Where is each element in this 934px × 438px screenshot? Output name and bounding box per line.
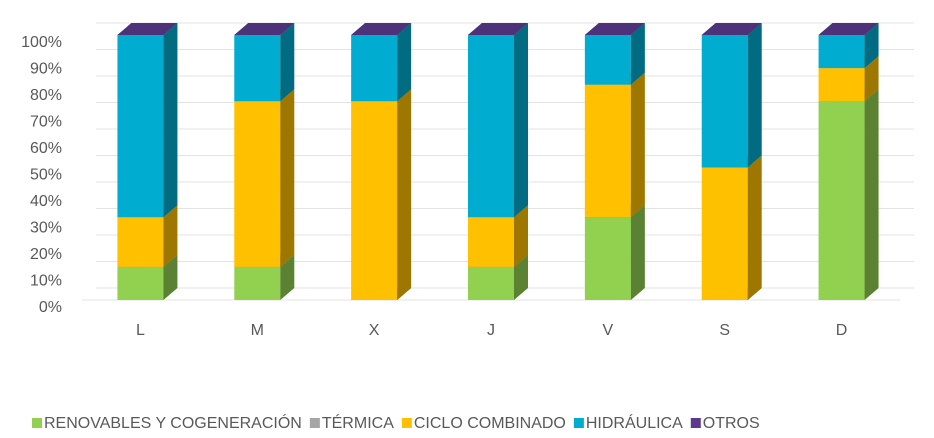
x-tick-label: X: [369, 322, 380, 339]
bar-segment: [818, 23, 879, 35]
bar-top: [468, 23, 528, 35]
legend-label: RENOVABLES Y COGENERACIÓN: [44, 413, 302, 432]
bar-segment: [234, 23, 295, 35]
bar-segment: [818, 89, 879, 300]
bar-segment: [584, 72, 645, 218]
bar-side: [747, 155, 762, 300]
bar-front: [584, 35, 631, 85]
bar-segment: [468, 23, 528, 35]
bar-segment: [117, 23, 178, 218]
y-tick-label: 60%: [30, 140, 62, 157]
x-tick-label: J: [487, 322, 495, 339]
bar-front: [818, 35, 865, 69]
y-tick-label: 80%: [30, 87, 62, 104]
bar-front: [234, 266, 281, 300]
bar-front: [818, 68, 865, 102]
bar-front: [117, 266, 164, 300]
bar-segment: [701, 155, 762, 300]
bar-segment: [701, 23, 762, 168]
bar-front: [584, 84, 631, 218]
y-tick-label: 70%: [30, 114, 62, 131]
bar-front: [234, 101, 281, 267]
bar-top: [117, 23, 178, 35]
bar-side: [514, 205, 528, 267]
x-tick-label: D: [836, 322, 848, 339]
bar-side: [163, 205, 178, 267]
y-tick-label: 50%: [30, 167, 62, 184]
bar-segment: [117, 23, 178, 35]
bar-side: [630, 72, 645, 218]
x-tick-label: M: [251, 322, 264, 339]
bar-segment: [468, 23, 528, 218]
legend-label: TÉRMICA: [322, 413, 394, 432]
bar-side: [864, 56, 879, 102]
bar-side: [630, 23, 645, 85]
legend-swatch: [309, 418, 320, 428]
x-tick-label: S: [719, 322, 730, 339]
y-tick-label: 90%: [30, 61, 62, 78]
bar-front: [468, 35, 514, 218]
x-tick-label: V: [603, 322, 614, 339]
bar-side: [163, 23, 178, 218]
bar-front: [818, 101, 865, 300]
y-tick-label: 30%: [30, 220, 62, 237]
bar-top: [234, 23, 295, 35]
legend-swatch: [573, 418, 584, 428]
bar-side: [397, 23, 412, 102]
y-tick-label: 10%: [30, 273, 62, 290]
legend-label: CICLO COMBINADO: [414, 415, 566, 432]
bar-side: [864, 23, 879, 69]
y-tick-label: 40%: [30, 193, 62, 210]
bar-side: [163, 254, 178, 300]
bar-side: [514, 254, 528, 300]
bar-front: [701, 167, 748, 300]
bar-side: [280, 254, 295, 300]
bar-side: [630, 205, 645, 300]
bar-side: [864, 89, 879, 300]
legend-label: OTROS: [703, 415, 760, 432]
bar-segment: [701, 23, 762, 35]
bar-front: [117, 35, 164, 218]
bar-top: [701, 23, 762, 35]
bar-segment: [584, 23, 645, 35]
bar-side: [514, 23, 528, 218]
y-tick-label: 0%: [39, 299, 62, 316]
x-tick-label: L: [136, 322, 145, 339]
bar-top: [818, 23, 879, 35]
legend-swatch: [32, 418, 42, 428]
bar-top: [584, 23, 645, 35]
bar-front: [117, 217, 164, 267]
bar-segment: [351, 23, 412, 35]
legend-label: HIDRÁULICA: [586, 413, 683, 432]
y-tick-label: 100%: [21, 34, 62, 51]
legend-swatch: [401, 418, 412, 428]
bar-top: [351, 23, 412, 35]
bar-front: [584, 217, 631, 300]
bar-front: [701, 35, 748, 168]
bar-segment: [234, 89, 295, 267]
legend-swatch: [690, 418, 701, 428]
bar-segment: [351, 89, 412, 300]
bar-front: [468, 266, 514, 300]
bar-front: [234, 35, 281, 102]
bar-side: [747, 23, 762, 168]
bar-front: [351, 101, 398, 300]
bar-side: [397, 89, 412, 300]
bar-segment: [584, 205, 645, 300]
bar-side: [280, 23, 295, 102]
y-tick-label: 20%: [30, 246, 62, 263]
bar-front: [468, 217, 514, 267]
bar-front: [351, 35, 398, 102]
bar-side: [280, 89, 295, 267]
